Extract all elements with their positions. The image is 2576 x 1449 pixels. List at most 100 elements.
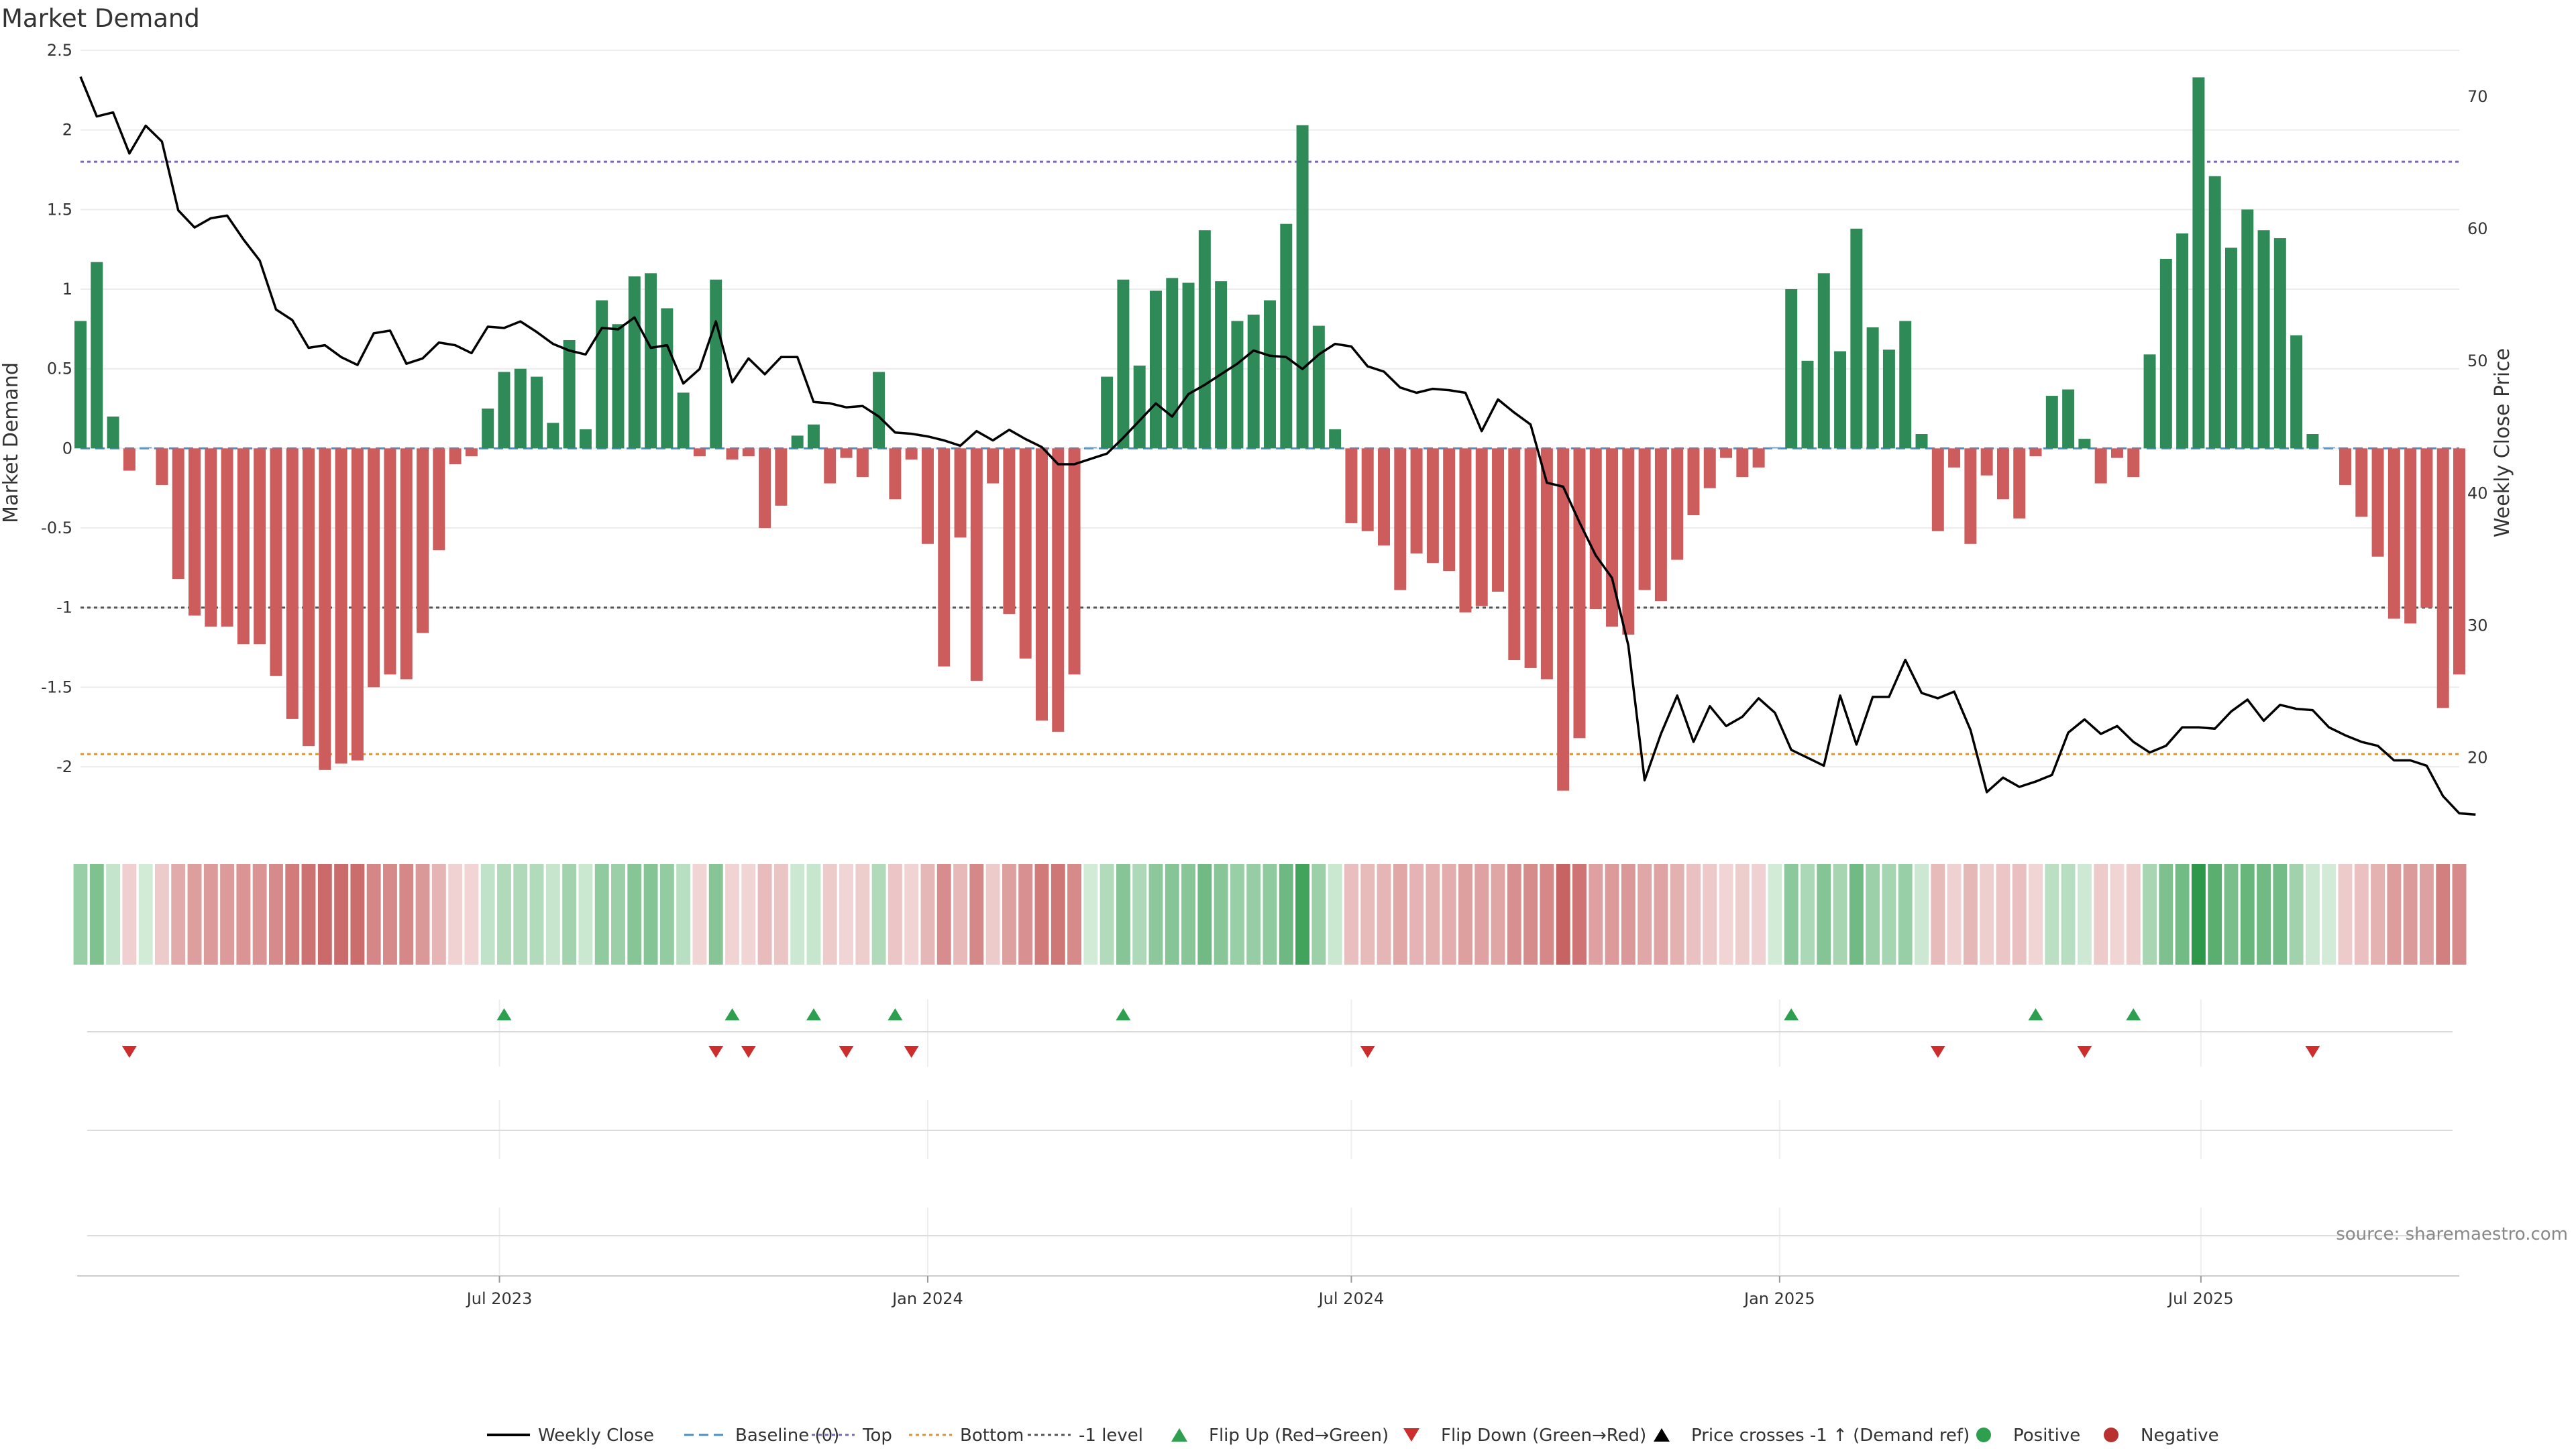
demand-bar [189, 448, 201, 616]
heat-cell [2094, 864, 2108, 965]
heat-cell [1523, 864, 1538, 965]
y-tick-label-left: 1 [62, 280, 72, 299]
heat-cell [676, 864, 691, 965]
demand-bar [1654, 448, 1667, 602]
demand-bar [1426, 448, 1439, 564]
demand-bar [661, 308, 674, 449]
demand-bar [2110, 448, 2123, 458]
demand-bar [140, 447, 152, 449]
demand-bar [677, 392, 690, 449]
heat-cell [2354, 864, 2369, 965]
heat-cell [1099, 864, 1114, 965]
heat-cell [350, 864, 365, 965]
demand-bar [2029, 448, 2042, 457]
heat-cell [334, 864, 349, 965]
heat-cell [1311, 864, 1326, 965]
source-label: source: sharemaestro.com [2336, 1224, 2568, 1244]
heat-cell [2077, 864, 2092, 965]
heat-cell [301, 864, 316, 965]
demand-bar [873, 372, 885, 449]
demand-bar [1215, 281, 1228, 449]
demand-bar [1948, 448, 1961, 468]
demand-bar [1817, 273, 1830, 449]
demand-bar [579, 429, 592, 449]
heat-cell [2403, 864, 2418, 965]
flip-up-marker [806, 1008, 821, 1020]
demand-bar [1394, 448, 1407, 590]
flip-down-marker [1360, 1046, 1375, 1058]
heat-cell [187, 864, 202, 965]
demand-bar [645, 273, 657, 449]
heat-cell [1214, 864, 1228, 965]
legend-item: Flip Up (Red→Green) [1171, 1426, 1389, 1446]
heat-cell [1540, 864, 1554, 965]
demand-bar [1149, 290, 1162, 449]
heat-cell [2305, 864, 2320, 965]
legend-label: Weekly Close [538, 1426, 654, 1446]
x-tick-label: Jan 2024 [891, 1289, 963, 1308]
demand-bar [1492, 448, 1505, 592]
heat-cell [1018, 864, 1033, 965]
demand-bar [1671, 448, 1684, 560]
demand-bar [1768, 447, 1781, 449]
x-tick-label: Jul 2024 [1318, 1289, 1385, 1308]
demand-bar [1882, 350, 1895, 449]
heat-cell [1458, 864, 1472, 965]
demand-bar [1785, 289, 1798, 449]
heat-cell [1817, 864, 1831, 965]
heat-cell [562, 864, 577, 965]
demand-bar [2257, 230, 2270, 449]
demand-bar [2143, 354, 2156, 449]
demand-bar [547, 423, 559, 449]
demand-bar [1198, 230, 1211, 449]
demand-bar [335, 448, 347, 764]
heat-cell [904, 864, 919, 965]
heat-cell [2387, 864, 2402, 965]
y-tick-label-left: 2.5 [47, 41, 72, 60]
demand-bar [1378, 448, 1391, 546]
legend-circle-icon [2104, 1428, 2118, 1442]
demand-bar [1329, 429, 1342, 449]
y-axis-left-label: Market Demand [0, 362, 23, 523]
demand-bar [2290, 335, 2303, 449]
flip-down-marker [121, 1046, 137, 1058]
legend-label: Positive [2013, 1426, 2080, 1446]
heat-cell [285, 864, 300, 965]
heat-cell [89, 864, 104, 965]
legend: Weekly Close Baseline (0) Top Bottom -1 leve… [487, 1426, 2219, 1446]
demand-bar [123, 448, 136, 471]
heat-cell [2208, 864, 2222, 965]
demand-bar [107, 416, 119, 449]
chart-title: Market Demand [1, 4, 200, 33]
y-tick-label-left: -1.5 [41, 678, 72, 696]
heat-cell [1621, 864, 1635, 965]
demand-bar [2013, 448, 2026, 519]
flip-down-marker [1930, 1046, 1945, 1058]
heat-cell [1719, 864, 1733, 965]
heat-cell [106, 864, 121, 965]
demand-bar [2159, 258, 2172, 449]
heat-cell [545, 864, 560, 965]
legend-label: Bottom [960, 1426, 1024, 1446]
flip-markers-panel [87, 1008, 2453, 1058]
heat-cell [122, 864, 137, 965]
demand-bar [1182, 282, 1195, 449]
heat-cell [920, 864, 935, 965]
heat-cell [1263, 864, 1277, 965]
demand-bar [1622, 448, 1635, 635]
demand-bar [303, 448, 315, 747]
demand-bar [1638, 448, 1651, 590]
heat-cell [138, 864, 153, 965]
legend-triangle-up-icon [1171, 1428, 1187, 1442]
demand-bar [1736, 448, 1749, 478]
heat-cell [366, 864, 381, 965]
y-tick-label-left: -2 [56, 757, 72, 776]
flip-up-marker [2126, 1008, 2141, 1020]
heat-cell [2371, 864, 2385, 965]
demand-bar [433, 448, 445, 551]
heat-cell [578, 864, 593, 965]
demand-bar [2387, 448, 2400, 619]
heat-cell [1752, 864, 1766, 965]
legend-circle-icon [1976, 1428, 1991, 1442]
demand-bar [970, 448, 983, 681]
